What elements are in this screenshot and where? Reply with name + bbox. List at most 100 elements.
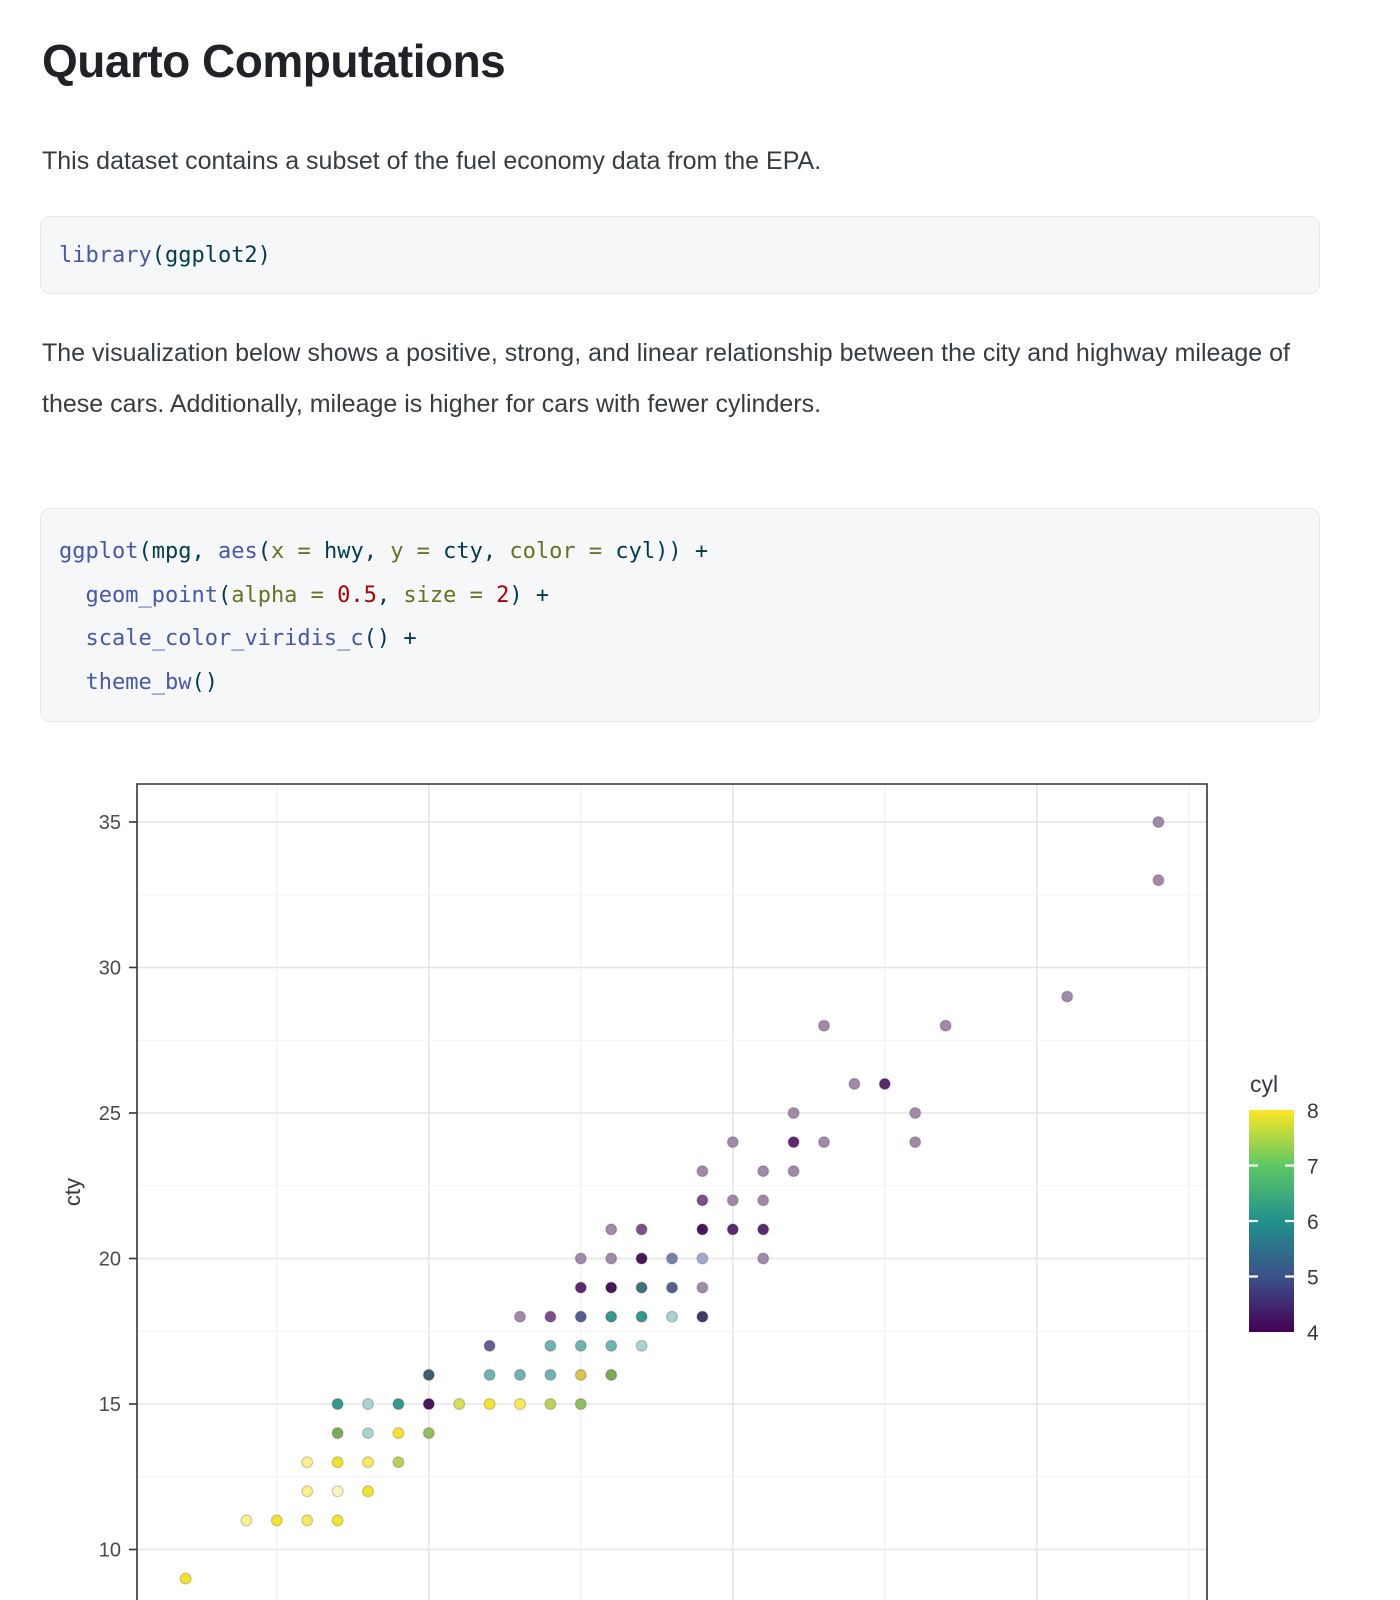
data-point — [544, 1310, 557, 1323]
data-point — [422, 1426, 435, 1440]
data-point — [574, 1397, 587, 1411]
data-point — [605, 1339, 618, 1352]
page-title: Quarto Computations — [42, 35, 506, 87]
data-point — [878, 1077, 891, 1091]
data-point — [939, 1019, 952, 1032]
data-point — [361, 1485, 375, 1498]
data-point — [605, 1252, 618, 1265]
data-point — [665, 1252, 679, 1265]
data-point — [696, 1223, 709, 1236]
data-point — [513, 1397, 527, 1411]
data-point — [909, 1106, 922, 1120]
data-point — [757, 1252, 770, 1265]
data-point — [726, 1194, 739, 1207]
legend-tick-label: 6 — [1307, 1211, 1319, 1234]
data-point — [817, 1019, 831, 1032]
legend: cyl 8 7 6 5 4 — [1249, 1071, 1319, 1345]
data-point — [331, 1397, 344, 1411]
data-point — [331, 1456, 344, 1469]
data-point — [392, 1426, 405, 1440]
legend-tick-label: 4 — [1307, 1322, 1319, 1345]
data-point — [757, 1223, 770, 1236]
data-point — [483, 1368, 496, 1382]
code-line: scale_color_viridis_c() + — [85, 626, 417, 651]
data-point — [757, 1194, 770, 1207]
data-point — [605, 1281, 618, 1294]
data-point — [513, 1368, 527, 1382]
data-point — [817, 1135, 831, 1149]
gridlines — [137, 784, 1207, 1600]
data-point — [696, 1310, 709, 1323]
data-point — [544, 1397, 557, 1411]
data-point — [1061, 990, 1074, 1003]
data-point — [696, 1165, 709, 1178]
data-point — [635, 1223, 648, 1236]
data-point — [483, 1397, 496, 1411]
data-point — [270, 1514, 283, 1527]
data-point — [544, 1339, 557, 1352]
data-point — [574, 1281, 587, 1294]
data-point — [301, 1485, 314, 1498]
data-point — [361, 1426, 375, 1440]
y-axis-title: cty — [60, 1178, 85, 1206]
data-point — [483, 1339, 496, 1352]
y-tick-label: 10 — [99, 1540, 121, 1562]
data-point — [392, 1397, 405, 1411]
data-point — [696, 1281, 709, 1294]
scatter-plot: 10 15 20 25 30 35 cty cyl 8 7 6 5 4 — [60, 783, 1319, 1600]
code-line: ggplot(mpg, aes(x = hwy, y = cty, color … — [59, 539, 709, 564]
legend-title: cyl — [1250, 1071, 1278, 1097]
data-point — [787, 1106, 800, 1120]
data-point — [422, 1368, 435, 1382]
data-point — [1152, 815, 1165, 829]
data-point — [1152, 874, 1165, 887]
data-point — [605, 1223, 618, 1236]
y-tick-label: 15 — [99, 1394, 121, 1416]
data-point — [392, 1456, 405, 1469]
code-block-ggplot: ggplot(mpg, aes(x = hwy, y = cty, color … — [40, 508, 1320, 722]
data-point — [909, 1135, 922, 1149]
data-point — [605, 1310, 618, 1323]
data-point — [605, 1368, 618, 1382]
description-paragraph: The visualization below shows a positive… — [42, 339, 1290, 418]
data-point — [574, 1310, 587, 1323]
data-points — [179, 815, 1165, 1585]
y-tick-label: 25 — [99, 1103, 121, 1125]
data-point — [635, 1252, 648, 1265]
data-point — [361, 1456, 375, 1469]
data-point — [574, 1339, 587, 1352]
data-point — [301, 1514, 314, 1527]
data-point — [240, 1514, 253, 1527]
intro-paragraph: This dataset contains a subset of the fu… — [42, 147, 822, 175]
data-point — [574, 1368, 587, 1382]
data-point — [787, 1165, 800, 1178]
code-line: library(ggplot2) — [59, 243, 271, 268]
data-point — [757, 1165, 770, 1178]
data-point — [848, 1077, 861, 1091]
data-point — [574, 1252, 587, 1265]
data-point — [665, 1310, 679, 1323]
data-point — [696, 1194, 709, 1207]
plot-panel — [137, 784, 1207, 1600]
data-point — [301, 1456, 314, 1469]
code-line: geom_point(alpha = 0.5, size = 2) + — [85, 582, 550, 608]
data-point — [361, 1397, 375, 1411]
legend-tick-label: 8 — [1307, 1100, 1319, 1123]
data-point — [331, 1426, 344, 1440]
data-point — [787, 1135, 800, 1149]
data-point — [665, 1281, 679, 1294]
data-point — [331, 1514, 344, 1527]
data-point — [696, 1252, 709, 1265]
data-point — [453, 1397, 466, 1411]
data-point — [726, 1135, 739, 1149]
data-point — [179, 1572, 192, 1585]
panel-border — [136, 783, 1208, 1600]
data-point — [331, 1485, 344, 1498]
y-axis: 10 15 20 25 30 35 cty — [60, 812, 137, 1562]
data-point — [726, 1223, 739, 1236]
y-tick-label: 20 — [99, 1249, 121, 1271]
data-point — [422, 1397, 435, 1411]
legend-tick-label: 5 — [1307, 1267, 1319, 1290]
y-tick-label: 30 — [99, 958, 121, 980]
